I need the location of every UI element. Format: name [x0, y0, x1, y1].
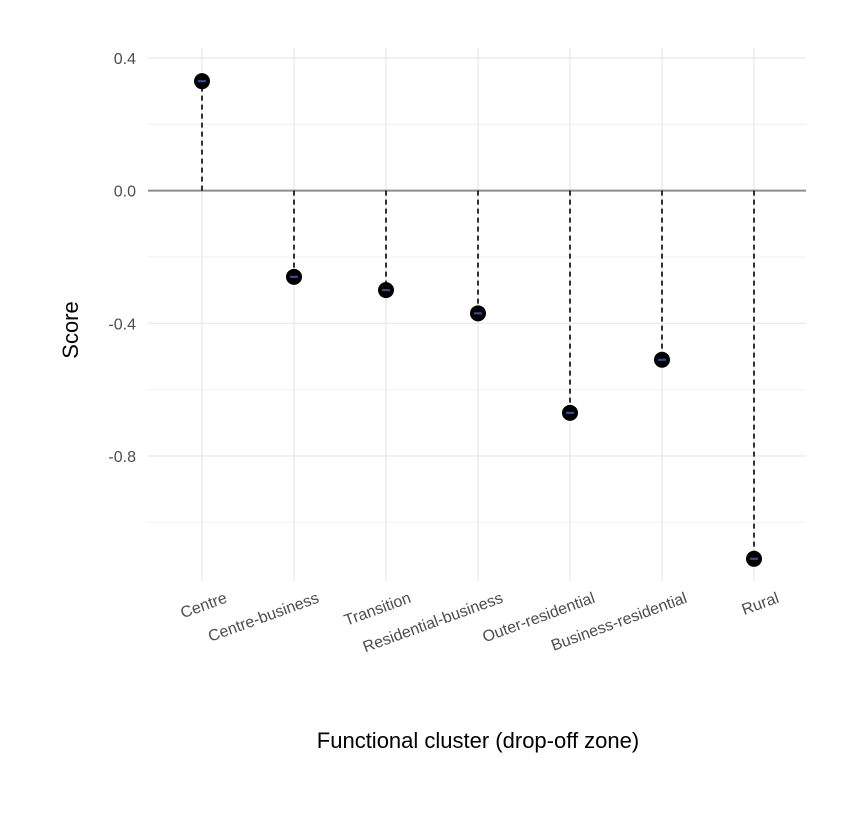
x-axis-title: Functional cluster (drop-off zone) [317, 728, 639, 753]
minor-gridlines [148, 123, 806, 523]
y-tick-label: -0.4 [108, 316, 136, 333]
lollipop-points [194, 73, 762, 567]
major-gridlines [148, 48, 806, 582]
x-tick-label: Rural [740, 590, 782, 619]
lollipop-stems [201, 81, 755, 559]
x-tick-label: Centre [178, 590, 229, 622]
y-tick-label: 0.4 [114, 51, 136, 68]
x-tick-label: Transition [342, 590, 413, 630]
y-tick-label: 0.0 [114, 184, 136, 201]
y-tick-label: -0.8 [108, 449, 136, 466]
y-axis-tick-labels: 0.4 0.0 -0.4 -0.8 [108, 51, 136, 466]
y-axis-title: Score [58, 301, 83, 358]
